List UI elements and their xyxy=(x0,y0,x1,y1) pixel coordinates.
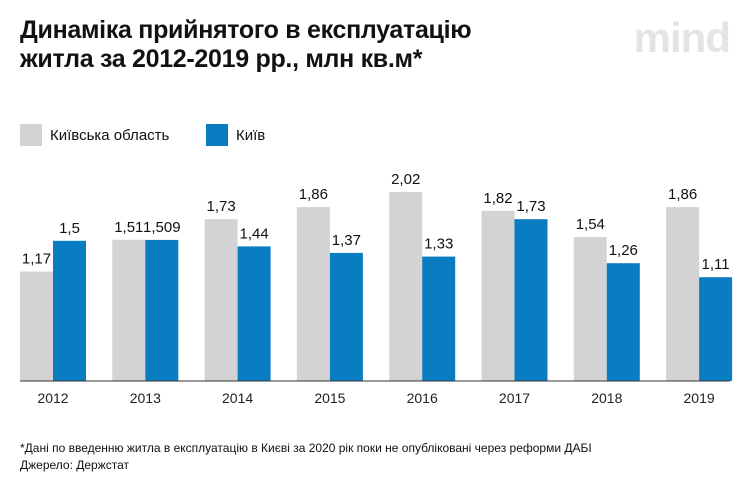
bar-kyiv-2016 xyxy=(422,256,456,381)
x-tick-label-2019: 2019 xyxy=(684,390,715,406)
chart-title-line-1: Динаміка прийнятого в експлуатацію xyxy=(20,16,472,44)
bar-kyiv-2013 xyxy=(145,239,179,381)
value-label-kyiv-2019: 1,11 xyxy=(702,256,730,273)
value-label-kyiv-oblast-2017: 1,82 xyxy=(483,190,512,207)
footnote-note: *Дані по введенню житла в експлуатацію в… xyxy=(20,441,592,455)
x-tick-label-2018: 2018 xyxy=(591,390,622,406)
bar-kyiv-oblast-2012 xyxy=(20,271,53,381)
chart-title-line-2: житла за 2012-2019 рр., млн кв.м* xyxy=(20,45,423,73)
bar-kyiv-oblast-2013 xyxy=(112,239,146,381)
value-label-kyiv-oblast-2018: 1,54 xyxy=(576,216,605,233)
legend-item-kyiv: Київ xyxy=(206,123,265,147)
bar-kyiv-2017 xyxy=(514,219,548,381)
x-tick-label-2015: 2015 xyxy=(314,390,345,406)
value-label-kyiv-2018: 1,26 xyxy=(609,242,638,259)
x-tick-label-2016: 2016 xyxy=(407,390,438,406)
value-label-kyiv-2013: 1,509 xyxy=(143,219,181,236)
x-tick-label-2012: 2012 xyxy=(37,390,68,406)
legend-label-kyiv-oblast: Київська область xyxy=(50,126,170,144)
value-label-kyiv-2017: 1,73 xyxy=(516,198,545,215)
value-label-kyiv-2016: 1,33 xyxy=(424,236,453,253)
bar-kyiv-oblast-2019 xyxy=(666,207,700,381)
bar-kyiv-oblast-2014 xyxy=(204,219,238,381)
x-tick-label-2017: 2017 xyxy=(499,390,530,406)
value-label-kyiv-oblast-2015: 1,86 xyxy=(299,186,328,203)
footnote: *Дані по введенню житла в експлуатацію в… xyxy=(20,440,592,474)
bar-kyiv-2015 xyxy=(329,252,363,381)
bar-kyiv-2018 xyxy=(606,263,640,381)
value-label-kyiv-oblast-2012: 1,17 xyxy=(22,251,51,268)
value-label-kyiv-oblast-2016: 2,02 xyxy=(391,171,420,188)
footnote-source: Джерело: Держстат xyxy=(20,458,130,472)
bar-kyiv-oblast-2016 xyxy=(389,192,423,381)
bar-kyiv-oblast-2017 xyxy=(481,210,515,381)
value-label-kyiv-2014: 1,44 xyxy=(239,225,268,242)
value-label-kyiv-oblast-2019: 1,86 xyxy=(668,186,697,203)
legend-label-kyiv: Київ xyxy=(236,126,266,144)
x-tick-label-2014: 2014 xyxy=(222,390,253,406)
bar-kyiv-2019 xyxy=(699,277,733,381)
brand-logo: mind xyxy=(633,14,731,61)
legend-swatch-kyiv-oblast xyxy=(20,124,42,146)
bar-kyiv-oblast-2015 xyxy=(296,207,330,381)
bar-kyiv-2014 xyxy=(237,246,271,381)
legend-item-kyiv-oblast: Київська область xyxy=(20,123,169,147)
bar-kyiv-2012 xyxy=(53,240,86,382)
bar-kyiv-oblast-2018 xyxy=(573,237,607,381)
value-label-kyiv-oblast-2014: 1,73 xyxy=(206,198,235,215)
value-label-kyiv-2015: 1,37 xyxy=(332,232,361,249)
value-label-kyiv-2012: 1,5 xyxy=(59,220,80,237)
x-tick-label-2013: 2013 xyxy=(130,390,161,406)
legend-swatch-kyiv xyxy=(206,124,228,146)
value-label-kyiv-oblast-2013: 1,51 xyxy=(114,219,143,236)
chart-title: Динаміка прийнятого в експлуатацію житла… xyxy=(20,16,580,74)
